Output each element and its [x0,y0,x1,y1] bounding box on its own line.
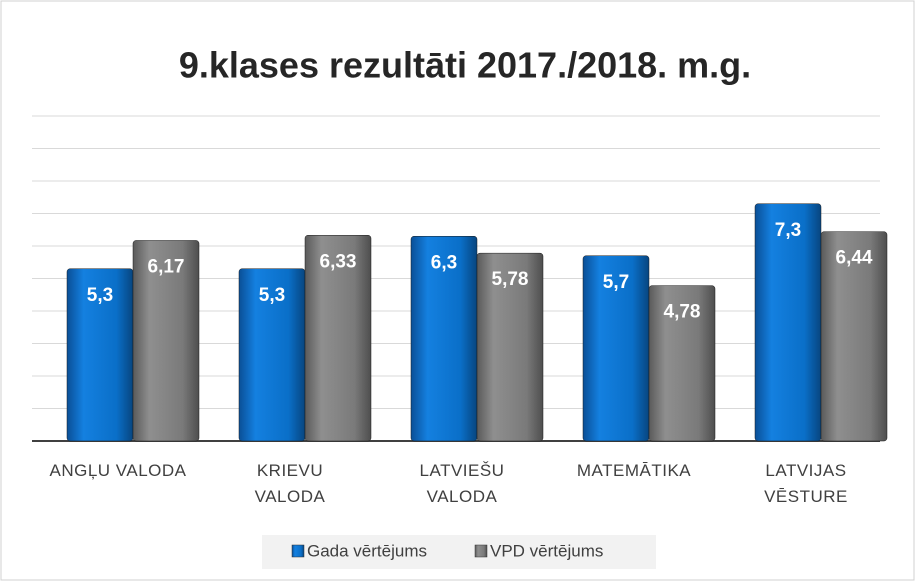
data-label: 5,7 [603,272,629,293]
legend-box [262,535,656,569]
legend-label: Gada vērtējums [307,541,427,560]
data-label: 6,17 [148,256,185,277]
data-label: 4,78 [664,302,701,323]
x-tick-label: MATEMĀTIKA [576,461,692,480]
x-tick-label: ANGĻU VALODA [49,461,187,480]
data-label: 6,44 [836,248,873,269]
legend-label: VPD vērtējums [490,541,603,560]
bar [476,252,544,442]
data-label: 5,3 [259,285,285,306]
legend-swatch [474,544,488,558]
chart-title: 9.klases rezultāti 2017./2018. m.g. [179,45,751,86]
bar [648,285,716,442]
data-label: 7,3 [775,220,801,241]
bar [304,235,372,442]
x-tick-label: LATVIJAS VĒSTURE [764,461,848,506]
bar [820,231,888,442]
data-label: 6,3 [431,252,457,273]
data-label: 5,3 [87,285,113,306]
x-tick-label: KRIEVU VALODA [254,461,326,506]
bar [132,240,200,442]
legend-swatch [291,544,305,558]
x-tick-label: LATVIEŠU VALODA [419,461,505,506]
data-label: 5,78 [492,269,529,290]
data-label: 6,33 [320,251,357,272]
